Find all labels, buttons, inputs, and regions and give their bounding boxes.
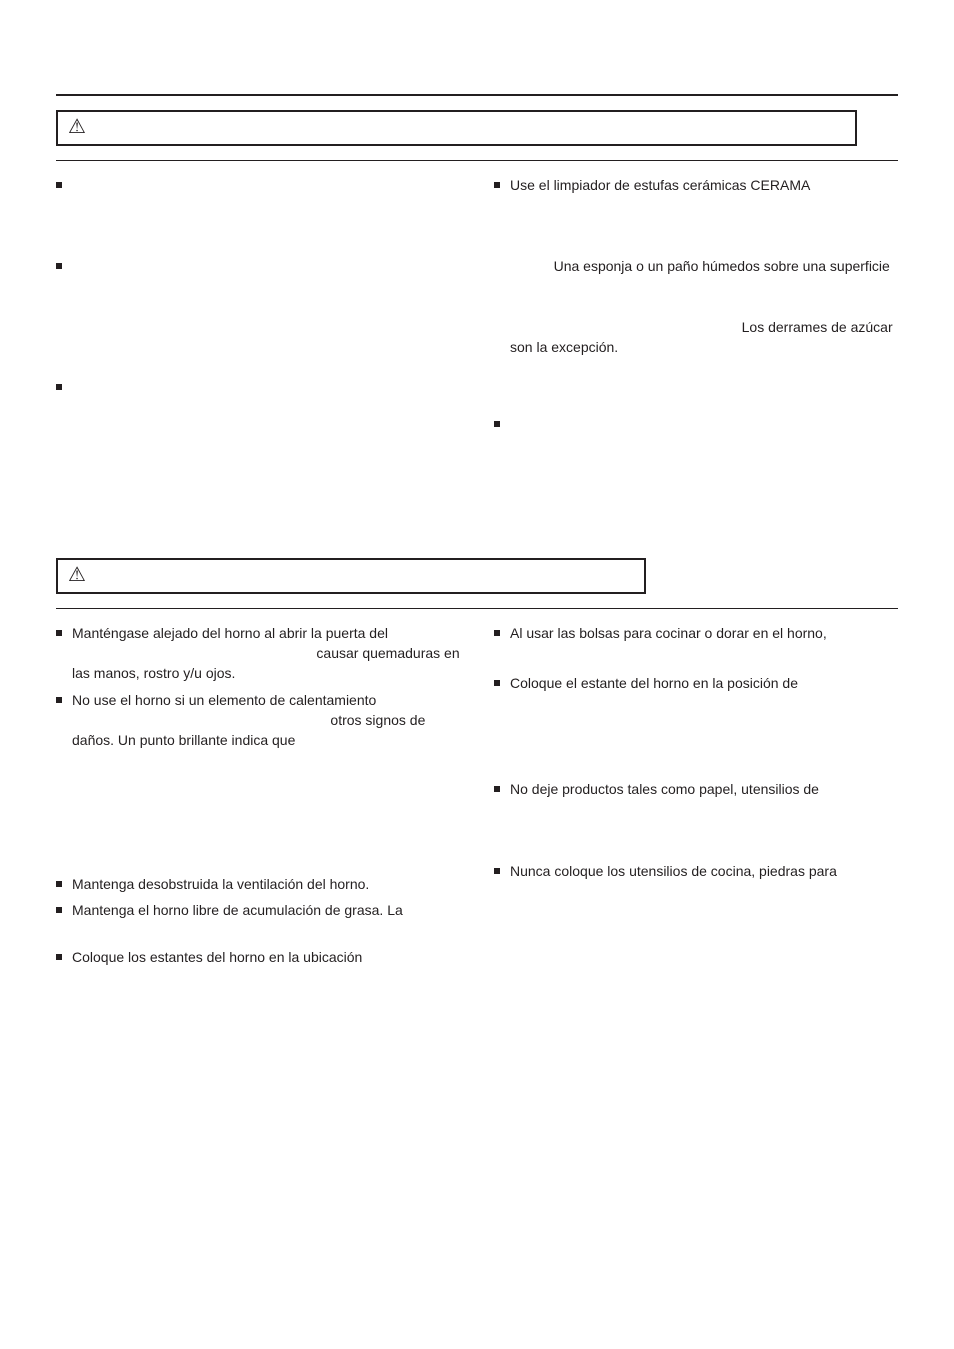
section2-right: Al usar las bolsas para cocinar o dorar …: [494, 623, 898, 1034]
spacer: [56, 838, 460, 874]
item-text: Coloque los estantes del horno en la ubi…: [72, 947, 460, 1028]
list-item: Mantenga el horno libre de acumulación d…: [56, 900, 460, 941]
spacer: [56, 363, 460, 377]
spacer: [56, 242, 460, 256]
item-text: No coloque ni almacene artículos que pue…: [510, 414, 898, 515]
bullet-icon: [56, 881, 62, 887]
bullet-icon: [494, 182, 500, 188]
warning-icon: ⚠: [68, 565, 86, 585]
bullet-icon: [56, 384, 62, 390]
bullet-icon: [494, 786, 500, 792]
rule-top: [56, 94, 898, 96]
bullet-icon: [56, 697, 62, 703]
bullet-icon: [56, 630, 62, 636]
section1-subtitle: SUPERFICIE DE COCCIÓN DE VIDRIO RADIANTE…: [230, 118, 840, 138]
item-text: Mantenga desobstruida la ventilación del…: [72, 874, 460, 894]
list-item: No coloque ni almacene artículos que pue…: [494, 414, 898, 515]
list-item: No deje productos tales como papel, uten…: [494, 779, 898, 840]
item-text: No deje productos tales como papel, uten…: [510, 779, 898, 840]
warning-box-2: ⚠ ADVERTENCIA INSTRUCCIONES DE SEGURIDAD…: [56, 558, 646, 594]
bullet-icon: [494, 680, 500, 686]
item-text: No use el horno si un elemento de calent…: [72, 690, 460, 832]
spacer: [494, 404, 898, 414]
bullet-icon: [56, 907, 62, 913]
section2-left: Manténgase alejado del horno al abrir la…: [56, 623, 460, 1034]
item-text: Evite rayar la estufa de vidrio. La supe…: [72, 377, 460, 478]
bullet-icon: [494, 868, 500, 874]
item-text: Manténgase alejado del horno al abrir la…: [72, 623, 460, 684]
list-item: Use el limpiador de estufas cerámicas CE…: [494, 175, 898, 398]
item-text: Use el limpiador de estufas cerámicas CE…: [510, 175, 898, 398]
item-text: Al usar las bolsas para cocinar o dorar …: [510, 623, 898, 664]
item-text: Coloque el estante del horno en la posic…: [510, 673, 898, 754]
list-item: Coloque los estantes del horno en la ubi…: [56, 947, 460, 1028]
item-text: Nunca coloque los utensilios de cocina, …: [510, 861, 898, 962]
bullet-icon: [494, 421, 500, 427]
list-item: Nunca cocine sobre un vidrio de cocción …: [56, 256, 460, 357]
list-item: Coloque el estante del horno en la posic…: [494, 673, 898, 754]
warning-label-1: ADVERTENCIA: [94, 118, 222, 138]
list-item: Mantenga desobstruida la ventilación del…: [56, 874, 460, 894]
list-item: Manténgase alejado del horno al abrir la…: [56, 623, 460, 684]
item-text: Use cuidado al tocar la estufa. La super…: [72, 175, 460, 236]
list-item: Nunca coloque los utensilios de cocina, …: [494, 861, 898, 962]
bullet-icon: [56, 182, 62, 188]
list-item: No use el horno si un elemento de calent…: [56, 690, 460, 832]
section2-subtitle: INSTRUCCIONES DE SEGURIDAD DEL HORNO: [230, 566, 630, 586]
page-number: 5: [56, 1294, 898, 1309]
item-text: Nunca cocine sobre un vidrio de cocción …: [72, 256, 460, 357]
warning-icon: ⚠: [68, 117, 86, 137]
section1-left: Use cuidado al tocar la estufa. La super…: [56, 175, 460, 522]
warning-label-2: ADVERTENCIA: [94, 566, 222, 586]
section2-columns: Manténgase alejado del horno al abrir la…: [56, 609, 898, 1034]
list-item: Evite rayar la estufa de vidrio. La supe…: [56, 377, 460, 478]
bullet-icon: [56, 954, 62, 960]
list-item: Use cuidado al tocar la estufa. La super…: [56, 175, 460, 236]
section1-right: Use el limpiador de estufas cerámicas CE…: [494, 175, 898, 522]
item-text: Mantenga el horno libre de acumulación d…: [72, 900, 460, 941]
warning-box-1: ⚠ ADVERTENCIA SUPERFICIE DE COCCIÓN DE V…: [56, 110, 857, 146]
section1-columns: Use cuidado al tocar la estufa. La super…: [56, 161, 898, 522]
bullet-icon: [494, 630, 500, 636]
list-item: Al usar las bolsas para cocinar o dorar …: [494, 623, 898, 664]
bullet-icon: [56, 263, 62, 269]
page-title: INFORMACIÓN IMPORTANTE DE SEGURIDAD — LE…: [56, 40, 898, 84]
